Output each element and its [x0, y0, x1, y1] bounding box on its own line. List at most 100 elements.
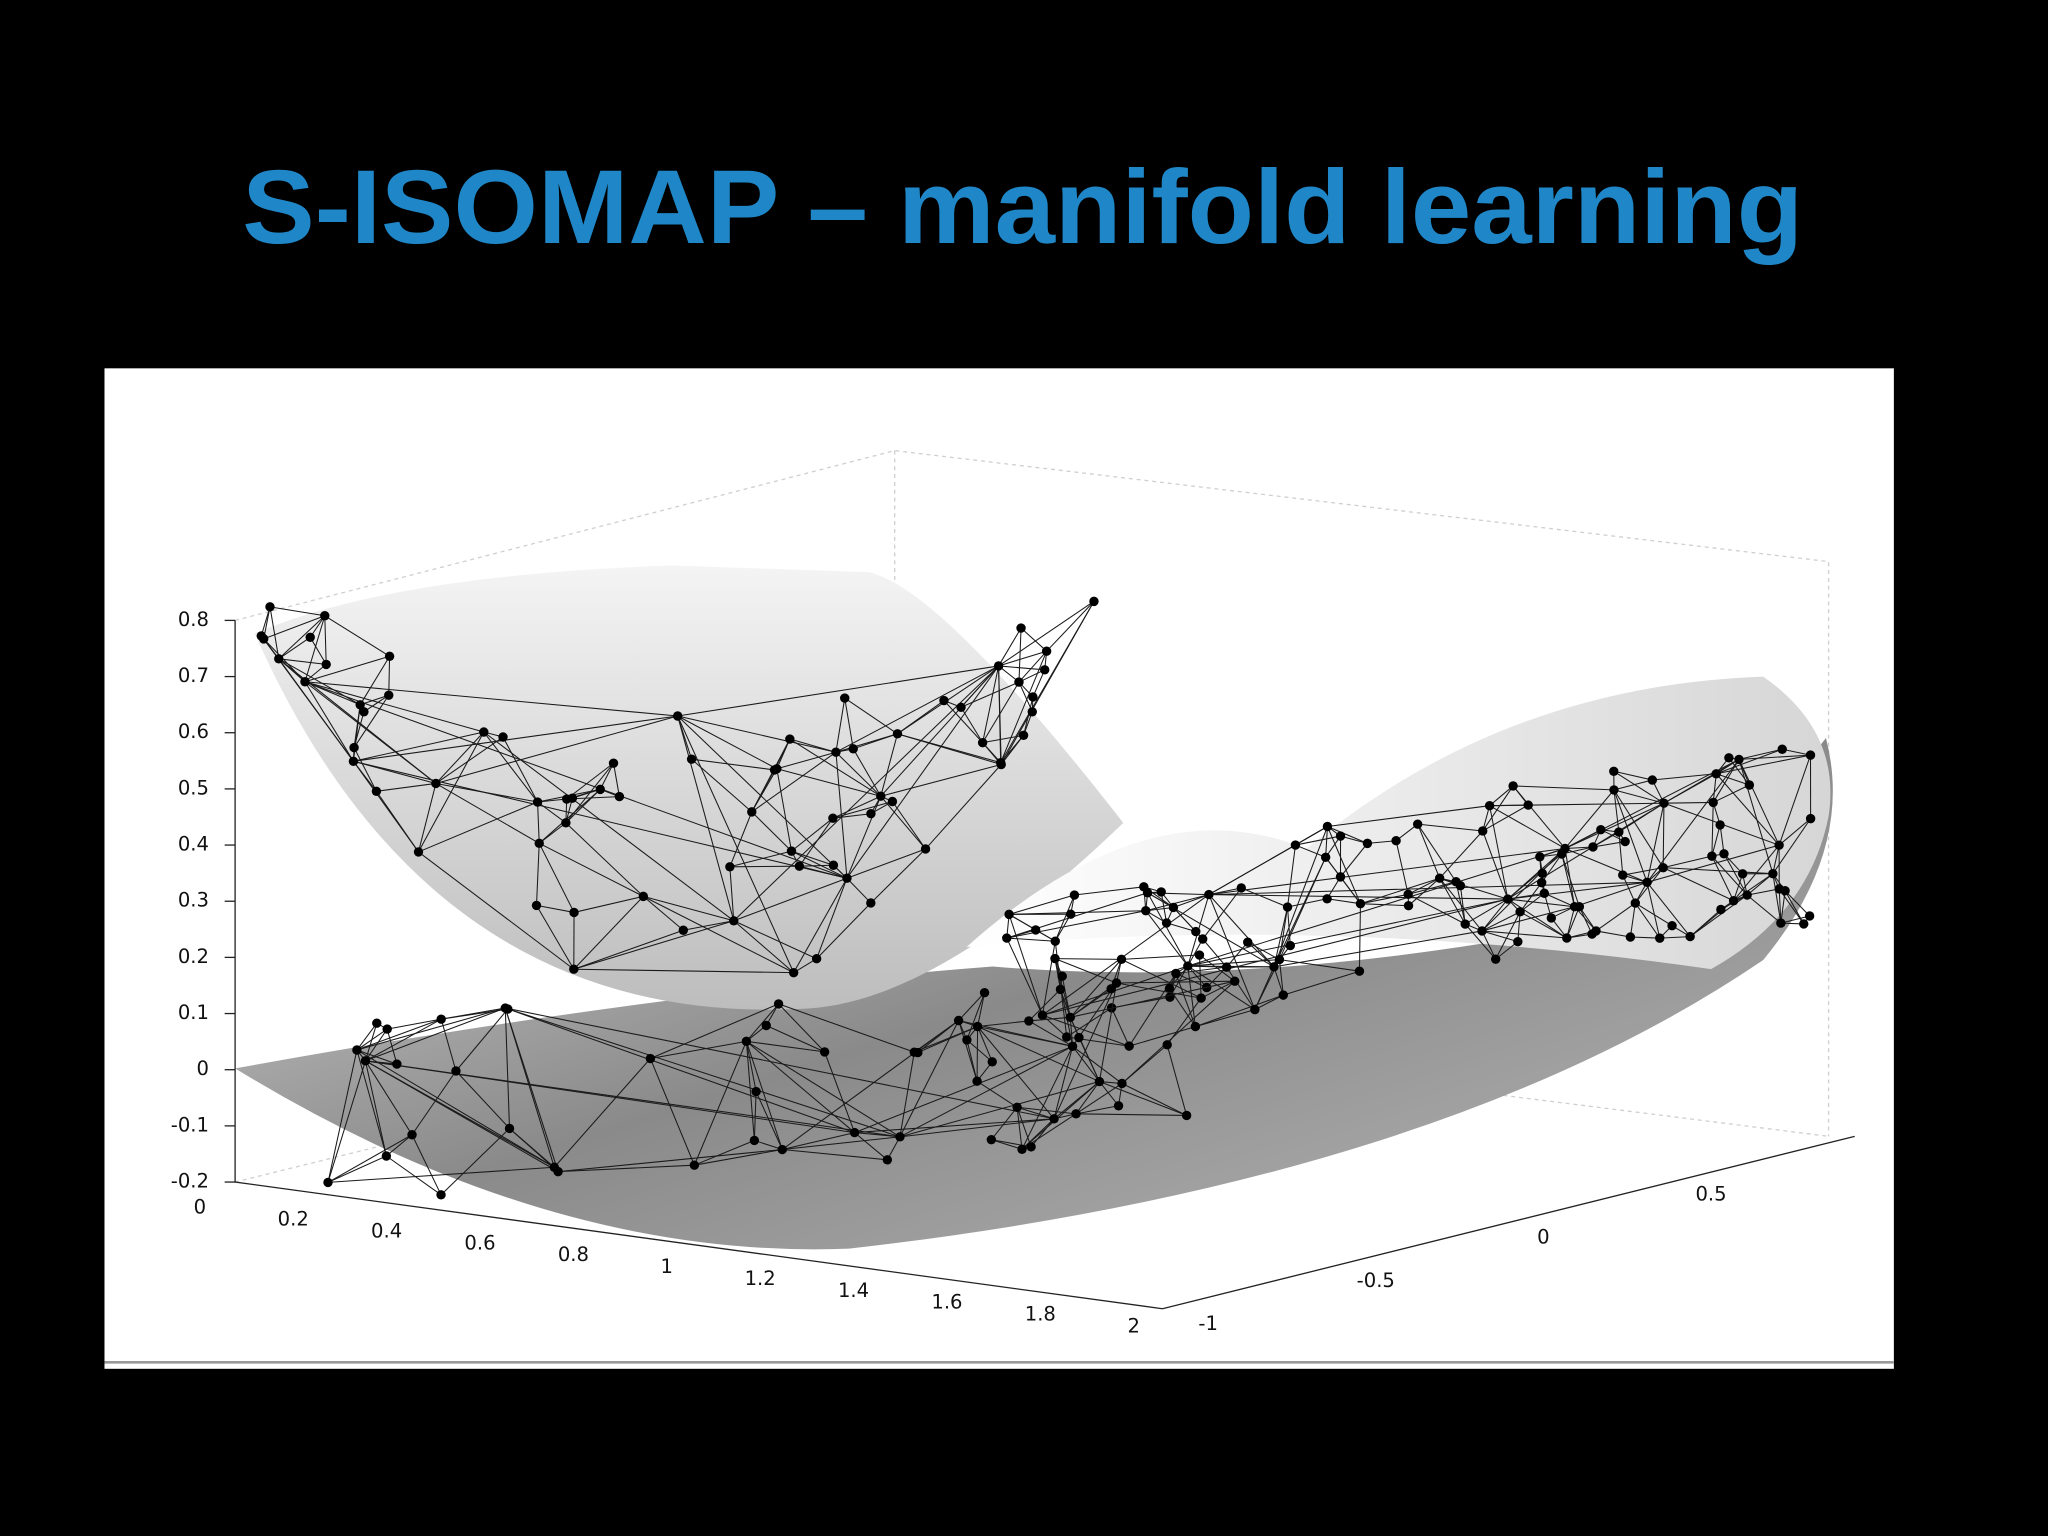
graph-edge — [844, 697, 898, 735]
graph-edge — [1021, 1081, 1100, 1150]
graph-edge — [677, 715, 837, 753]
graph-edge — [363, 694, 390, 713]
graph-node — [772, 764, 782, 774]
graph-edge — [1738, 754, 1811, 760]
graph-edge — [304, 681, 354, 762]
graph-edge — [1099, 1081, 1187, 1116]
graph-node — [1478, 826, 1488, 836]
graph-edge — [1738, 759, 1774, 874]
graph-edge — [1278, 906, 1289, 960]
graph-edge — [353, 761, 419, 853]
graph-node — [1057, 971, 1067, 981]
graph-node — [1066, 909, 1076, 919]
graph-edge — [1000, 650, 1048, 763]
graph-edge — [1042, 1014, 1130, 1047]
graph-edge — [505, 1007, 1055, 1120]
graph-edge — [1008, 914, 1043, 1016]
graph-edge — [1030, 1118, 1055, 1148]
graph-edge — [782, 1148, 888, 1161]
graph-node — [777, 1144, 787, 1155]
graph-edge — [677, 715, 848, 879]
graph-node — [382, 1024, 392, 1034]
graph-node — [1591, 926, 1601, 936]
graph-node — [1659, 798, 1669, 808]
graph-edge — [1507, 898, 1568, 939]
x-tick-label: 0.6 — [464, 1231, 495, 1254]
graph-node — [1503, 894, 1513, 904]
graph-node — [920, 844, 931, 854]
graph-edge — [353, 715, 678, 762]
graph-edge — [1198, 954, 1202, 999]
graph-edge — [1099, 1081, 1119, 1107]
graph-edge — [418, 731, 485, 853]
graph-node — [274, 654, 284, 664]
graph-edge — [1561, 853, 1576, 907]
graph-node — [1777, 744, 1787, 754]
graph-edge — [356, 1028, 388, 1051]
graph-node — [729, 916, 739, 926]
graph-edge — [1020, 627, 1047, 652]
graph-edge — [1459, 885, 1466, 925]
graph-edge — [1053, 982, 1117, 1120]
graph-edge — [745, 1041, 783, 1150]
upper-surface — [254, 565, 1124, 1010]
graph-edge — [1780, 890, 1786, 924]
graph-edge — [1578, 906, 1597, 932]
graph-edge — [304, 681, 484, 733]
graph-node — [1412, 819, 1423, 829]
graph-edge — [1772, 873, 1782, 924]
graph-edge — [799, 864, 834, 867]
graph-node — [638, 891, 649, 902]
graph-edge — [1561, 846, 1594, 855]
graph-edge — [1613, 770, 1653, 781]
graph-edge — [733, 920, 794, 974]
graph-edge — [327, 1049, 358, 1183]
graph-node — [532, 797, 543, 807]
graph-node — [1484, 800, 1495, 811]
graph-edge — [693, 1041, 747, 1166]
graph-node — [1049, 1114, 1059, 1124]
graph-edge — [846, 665, 1000, 879]
graph-edge — [327, 1166, 555, 1183]
graph-edge — [435, 715, 678, 784]
graph-node — [979, 987, 990, 998]
graph-edge — [1054, 958, 1122, 960]
graph-edge — [1009, 910, 1146, 915]
graph-node — [392, 1059, 402, 1069]
graph-node — [1805, 813, 1816, 824]
graph-edge — [1208, 894, 1275, 968]
right-surface — [966, 676, 1831, 970]
graph-edge — [504, 1008, 511, 1129]
graph-node — [431, 778, 441, 789]
graph-edge — [1021, 1046, 1074, 1150]
graph-edge — [387, 1018, 442, 1030]
graph-node — [1028, 692, 1038, 702]
graph-node — [407, 1130, 417, 1140]
graph-node — [939, 695, 949, 706]
graph-edge — [1202, 938, 1227, 968]
graph-edge — [977, 1020, 1029, 1028]
graph-edge — [1711, 802, 1714, 857]
graph-node — [788, 967, 799, 978]
graph-edge — [1187, 847, 1566, 967]
graph-node — [1320, 852, 1331, 862]
graph-edge — [1254, 994, 1284, 1011]
graph-edge — [1512, 785, 1566, 849]
y-tick-label: 0.5 — [1695, 1183, 1726, 1206]
graph-edge — [353, 731, 484, 762]
graph-edge — [304, 655, 390, 683]
graph-edge — [835, 733, 898, 753]
graph-edge — [1495, 911, 1521, 960]
graph-edge — [677, 715, 778, 770]
graph-edge — [1072, 1045, 1123, 1084]
graph-edge — [754, 1139, 783, 1151]
graph-node — [882, 1155, 893, 1165]
lower-surface — [235, 737, 1833, 1250]
graph-edge — [1613, 789, 1648, 883]
graph-node — [962, 1035, 972, 1045]
graph-edge — [327, 1134, 413, 1183]
graph-node — [323, 1177, 333, 1188]
graph-edge — [745, 1041, 757, 1092]
graph-node — [1625, 932, 1636, 942]
graph-node — [1156, 887, 1166, 897]
